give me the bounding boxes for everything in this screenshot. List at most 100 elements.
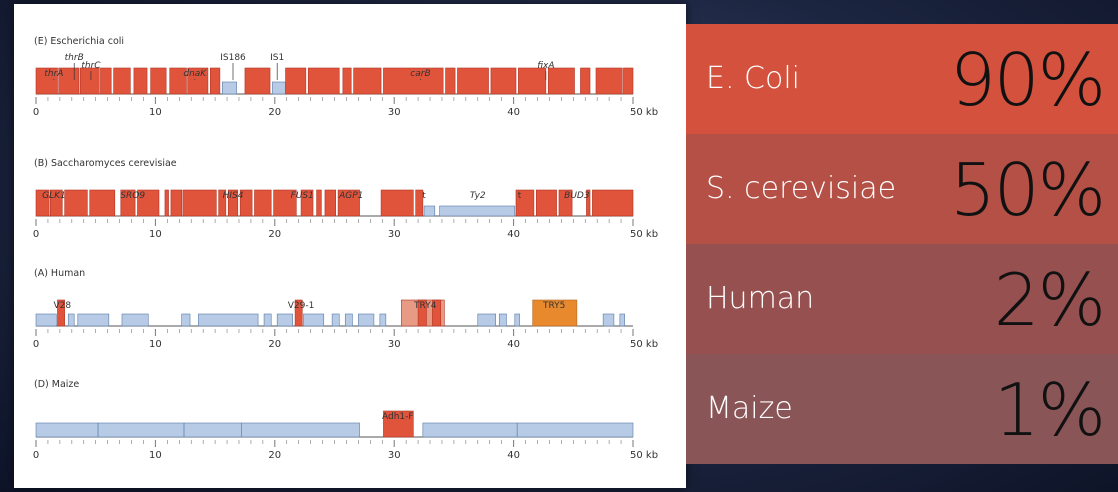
stat-organism: E. Coli <box>706 61 800 96</box>
panel-title: (E) Escherichia coli <box>34 36 124 47</box>
repeat-block <box>602 313 615 327</box>
axis-tick-label: 0 <box>33 450 39 461</box>
axis-tick-label: 50 kb <box>630 450 658 461</box>
gene-block <box>580 67 591 95</box>
axis-tick-label: 0 <box>33 229 39 240</box>
gene-block <box>244 67 271 95</box>
gene-label: AGP1 <box>338 191 363 201</box>
gene-block <box>415 189 424 217</box>
gene-label: SRO9 <box>120 191 145 201</box>
gene-block <box>432 299 442 327</box>
gene-block <box>89 189 116 217</box>
gene-label: V28 <box>53 301 71 311</box>
gene-block <box>164 189 169 217</box>
gene-block <box>558 189 573 217</box>
gene-block <box>170 189 182 217</box>
gene-block <box>187 67 209 95</box>
stat-organism: S. cerevisiae <box>706 171 897 206</box>
panel-title: (D) Maize <box>34 379 79 390</box>
repeat-block <box>344 313 353 327</box>
repeat-block <box>35 313 57 327</box>
stat-percent: 90% <box>949 38 1106 122</box>
gene-label: IS186 <box>220 53 246 63</box>
gene-block <box>133 67 148 95</box>
repeat-block <box>477 313 496 327</box>
gene-label: thrB <box>65 53 84 63</box>
gene-block <box>113 67 131 95</box>
gene-label: thrC <box>81 61 101 71</box>
gene-block <box>227 189 239 217</box>
gene-block <box>324 189 336 217</box>
repeat-block <box>422 422 518 438</box>
repeat-block <box>77 313 110 327</box>
gene-block <box>300 189 314 217</box>
gene-percentage-panel: E. Coli 90% S. cerevisiae 50% Human 2% M… <box>686 24 1118 464</box>
repeat-block <box>276 313 294 327</box>
gene-block <box>254 189 272 217</box>
stat-organism: Human <box>706 281 815 316</box>
gene-block <box>337 189 360 217</box>
gene-block <box>100 67 112 95</box>
gene-label: carB <box>410 69 430 79</box>
gene-block <box>307 67 340 95</box>
gene-block <box>515 189 535 217</box>
axis-tick-label: 10 <box>149 107 162 118</box>
repeat-block <box>498 313 507 327</box>
gene-block <box>547 67 575 95</box>
gene-label: IS1 <box>270 53 284 63</box>
repeat-block <box>97 422 185 438</box>
axis-tick-label: 20 <box>268 107 281 118</box>
axis-tick-label: 50 kb <box>630 107 658 118</box>
gene-block <box>518 67 547 95</box>
gene-block <box>342 67 352 95</box>
gene-cluster-block <box>532 299 578 327</box>
stat-row-human: Human 2% <box>686 244 1118 354</box>
gene-block <box>380 189 414 217</box>
axis-tick-label: 0 <box>33 339 39 350</box>
axis-tick-label: 30 <box>388 107 401 118</box>
gene-block <box>169 67 187 95</box>
genome-density-figure: (E) Escherichia coli thrA thrB thrC dnaK IS18… <box>14 4 686 488</box>
repeat-block <box>358 313 375 327</box>
repeat-block <box>619 313 625 327</box>
gene-block <box>35 189 50 217</box>
gene-block <box>445 67 456 95</box>
gene-label: t <box>518 191 522 201</box>
repeat-block <box>221 81 237 95</box>
gene-block <box>592 189 634 217</box>
repeat-block <box>67 313 75 327</box>
axis-tick-label: 20 <box>268 339 281 350</box>
gene-block <box>79 67 100 95</box>
gene-block <box>150 67 167 95</box>
gene-label: fixA <box>537 61 554 71</box>
axis-tick-label: 10 <box>149 450 162 461</box>
gene-block <box>353 67 382 95</box>
stat-percent: 2% <box>993 258 1106 342</box>
gene-block <box>218 189 227 217</box>
repeat-block <box>514 313 520 327</box>
axis-tick-label: 0 <box>33 107 39 118</box>
repeat-block <box>379 313 387 327</box>
axis-tick-label: 40 <box>507 229 520 240</box>
repeat-block <box>263 313 272 327</box>
gene-label: Adh1-F <box>382 412 414 422</box>
axis-tick-label: 20 <box>268 229 281 240</box>
repeat-block <box>183 422 242 438</box>
axis-tick-label: 50 kb <box>630 339 658 350</box>
gene-block <box>383 67 444 95</box>
gene-block <box>239 189 253 217</box>
repeat-block <box>121 313 149 327</box>
gene-block <box>35 67 58 95</box>
axis-tick-label: 10 <box>149 229 162 240</box>
gene-label: TRY5 <box>542 301 565 311</box>
gene-block <box>182 189 217 217</box>
axis-tick-label: 10 <box>149 339 162 350</box>
gene-block <box>383 410 414 438</box>
gene-block <box>137 189 160 217</box>
gene-label: t <box>422 191 426 201</box>
stat-row-e-coli: E. Coli 90% <box>686 24 1118 134</box>
gene-block <box>273 189 297 217</box>
stat-percent: 50% <box>949 148 1106 232</box>
gene-block <box>64 189 88 217</box>
